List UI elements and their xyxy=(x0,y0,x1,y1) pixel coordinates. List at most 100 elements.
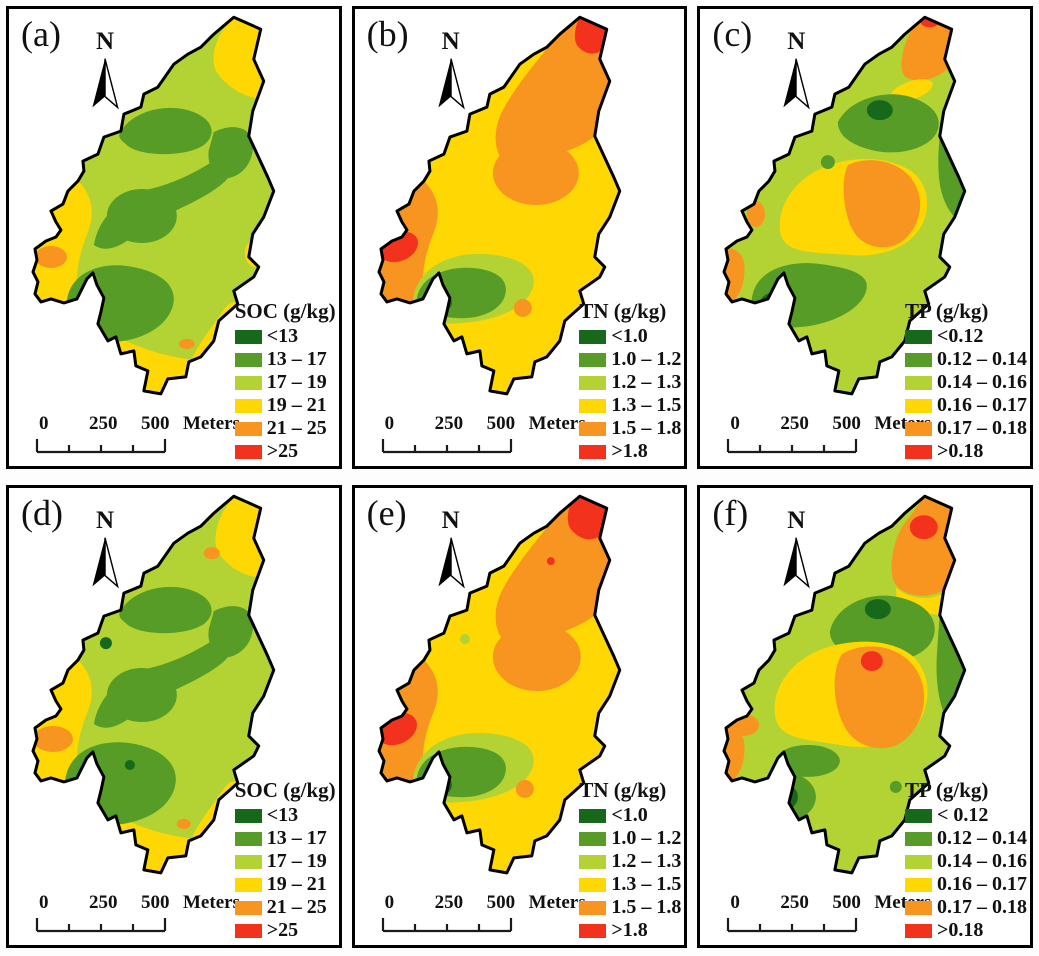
legend-swatch xyxy=(234,444,262,459)
scale-tick-label: 500 xyxy=(832,892,861,913)
legend-swatch xyxy=(234,808,262,823)
scale-bar: 0 250 500 Meters xyxy=(726,892,961,933)
legend-class-label: 0.12 – 0.14 xyxy=(936,348,1027,370)
legend-class-label: 1.2 – 1.3 xyxy=(611,850,682,872)
legend-row: 21 – 25 xyxy=(234,896,336,919)
panel-label: (d) xyxy=(21,493,63,533)
legend-row: <13 xyxy=(234,325,336,348)
scale-bar: 0 250 500 Meters xyxy=(381,892,616,933)
legend-swatch xyxy=(234,923,262,938)
legend-class-label: 17 – 19 xyxy=(266,850,327,872)
legend-row: 1.0 – 1.2 xyxy=(579,348,681,371)
legend-class-label: 1.3 – 1.5 xyxy=(611,873,682,895)
legend-swatch xyxy=(579,831,607,846)
legend-class-label: 21 – 25 xyxy=(266,896,327,918)
scale-unit-label: Meters xyxy=(183,892,240,913)
scale-tick-label: 0 xyxy=(39,892,49,913)
legend-title: TN (g/kg) xyxy=(579,778,667,802)
legend-row: 1.3 – 1.5 xyxy=(579,873,681,896)
legend-class-label: >1.8 xyxy=(611,919,648,941)
legend-row: 1.3 – 1.5 xyxy=(579,394,681,417)
legend-class-label: >1.8 xyxy=(611,440,648,462)
legend-swatch xyxy=(904,808,932,823)
legend-class-label: <1.0 xyxy=(611,804,648,826)
scale-tick-label: 500 xyxy=(832,413,861,434)
north-arrow: N xyxy=(429,508,473,592)
legend: TN (g/kg) <1.0 1.0 – 1.2 1.2 – 1.3 1.3 –… xyxy=(579,299,681,463)
scale-bar-labels: 0 250 500 Meters xyxy=(35,892,270,915)
legend-row: 0.17 – 0.18 xyxy=(904,417,1027,440)
legend-row: 1.0 – 1.2 xyxy=(579,827,681,850)
legend-class-label: <0.12 xyxy=(936,325,984,347)
legend-class-label: 17 – 19 xyxy=(266,371,327,393)
legend-swatch xyxy=(234,831,262,846)
scale-bar-ruler xyxy=(35,439,167,454)
legend-row: >1.8 xyxy=(579,440,681,463)
panel-label: (c) xyxy=(712,14,753,54)
legend-swatch xyxy=(904,329,932,344)
legend-swatch xyxy=(234,352,262,367)
scale-bar-ruler xyxy=(35,918,167,933)
scale-bar-labels: 0 250 500 Meters xyxy=(35,413,270,436)
legend-swatch xyxy=(234,421,262,436)
legend-swatch xyxy=(579,329,607,344)
legend-swatch xyxy=(904,831,932,846)
legend-swatch xyxy=(579,923,607,938)
map-panel-d: (d) N xyxy=(6,485,342,948)
legend-class-label: 19 – 21 xyxy=(266,873,327,895)
scale-tick-label: 500 xyxy=(486,413,516,434)
legend-title: TP (g/kg) xyxy=(904,299,989,323)
legend-row: 0.12 – 0.14 xyxy=(904,348,1027,371)
scale-tick-label: 500 xyxy=(141,413,170,434)
legend-class-label: 0.17 – 0.18 xyxy=(936,896,1027,918)
panel-label: (f) xyxy=(712,493,749,533)
legend-row: >25 xyxy=(234,440,336,463)
legend-class-label: >0.18 xyxy=(936,440,984,462)
scale-bar: 0 250 500 Meters xyxy=(381,413,616,454)
soil-class-regions xyxy=(724,17,966,328)
legend-row: 19 – 21 xyxy=(234,873,336,896)
scale-tick-label: 250 xyxy=(89,892,118,913)
legend-swatch xyxy=(579,421,607,436)
legend-row: <13 xyxy=(234,804,336,827)
legend-class-label: 21 – 25 xyxy=(266,417,327,439)
map-panel-b: (b) N TN (g/kg) xyxy=(351,6,688,469)
scale-tick-label: 0 xyxy=(39,413,49,434)
watershed-map xyxy=(722,15,967,396)
legend-swatch xyxy=(234,329,262,344)
north-label: N xyxy=(95,28,115,55)
legend-swatch xyxy=(579,352,607,367)
legend-class-label: 0.14 – 0.16 xyxy=(936,371,1027,393)
scale-tick-label: 250 xyxy=(780,413,809,434)
north-label: N xyxy=(95,507,115,534)
legend-class-label: < 0.12 xyxy=(936,804,989,826)
north-arrow: N xyxy=(774,29,818,113)
legend-swatch xyxy=(579,900,607,915)
legend-class-label: 0.14 – 0.16 xyxy=(936,850,1027,872)
legend-title: SOC (g/kg) xyxy=(234,778,336,802)
scale-tick-label: 250 xyxy=(434,892,464,913)
legend-swatch xyxy=(904,923,932,938)
legend-row: 13 – 17 xyxy=(234,827,336,850)
legend-swatch xyxy=(579,854,607,869)
legend-swatch xyxy=(579,398,607,413)
scale-bar-ruler xyxy=(727,439,858,454)
legend-swatch xyxy=(234,877,262,892)
north-label: N xyxy=(441,28,460,55)
legend-class-label: >25 xyxy=(266,440,299,462)
legend-swatch xyxy=(904,352,932,367)
scale-tick-label: 0 xyxy=(384,413,395,434)
scale-bar-labels: 0 250 500 Meters xyxy=(381,892,616,915)
watershed-map xyxy=(31,494,276,875)
legend-row: 19 – 21 xyxy=(234,394,336,417)
legend-swatch xyxy=(904,854,932,869)
legend-row: 17 – 19 xyxy=(234,850,336,873)
scale-bar: 0 250 500 Meters xyxy=(35,413,270,454)
legend-swatch xyxy=(904,900,932,915)
legend-row: 1.2 – 1.3 xyxy=(579,850,681,873)
legend-class-label: <13 xyxy=(266,325,299,347)
scale-tick-label: 500 xyxy=(141,892,170,913)
legend-row: 13 – 17 xyxy=(234,348,336,371)
scale-bar-ruler xyxy=(381,918,512,933)
legend-row: <1.0 xyxy=(579,804,681,827)
